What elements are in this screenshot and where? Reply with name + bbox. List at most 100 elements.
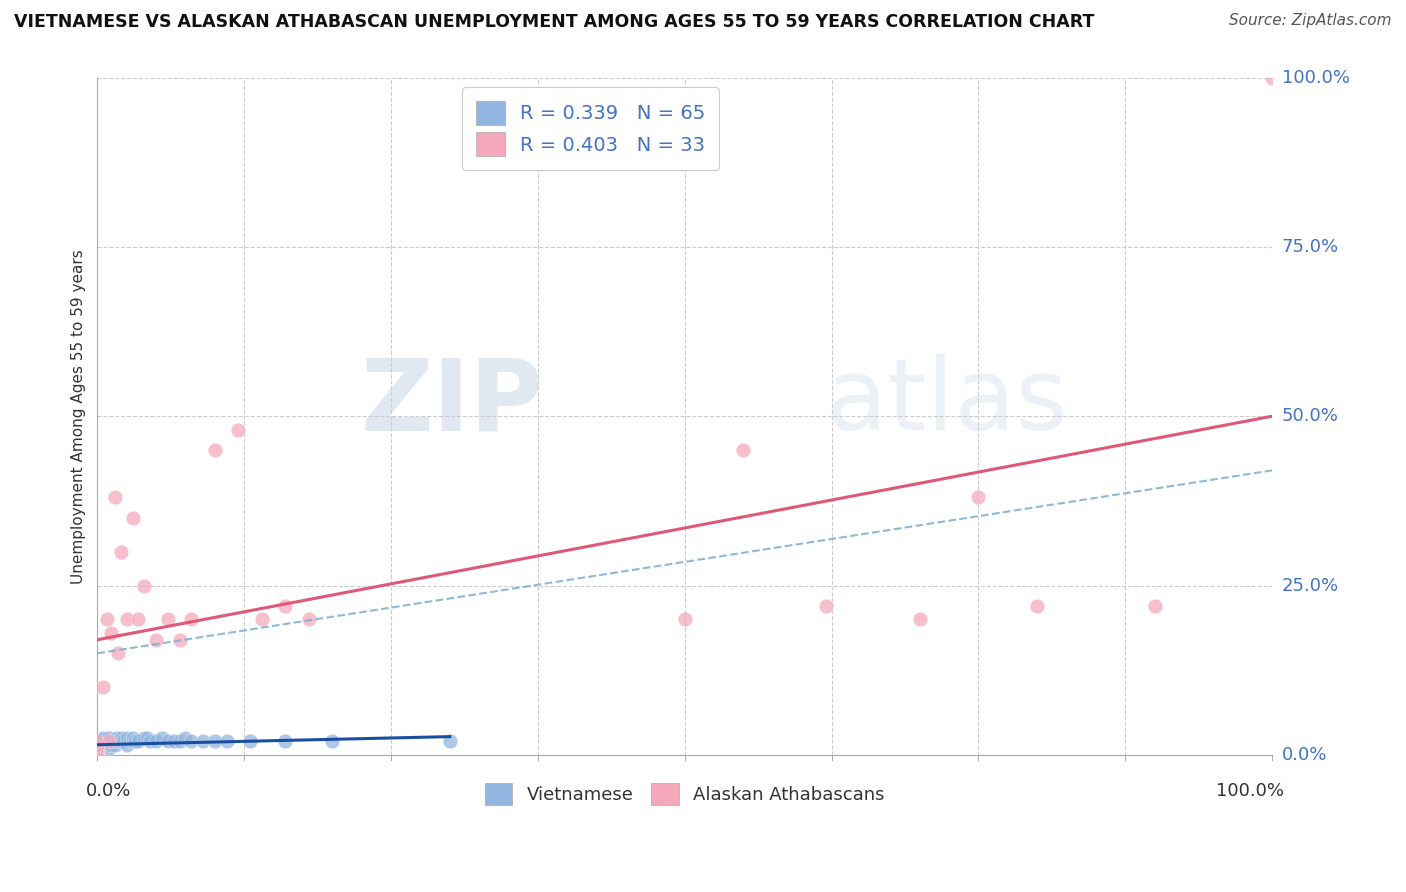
Point [98, 741, 121, 756]
Point [169, 632, 191, 647]
Point [156, 734, 179, 748]
Point [86, 734, 108, 748]
Point [110, 731, 132, 745]
Point [105, 731, 128, 745]
Point [86, 747, 108, 762]
Point [86, 736, 108, 750]
Point [86, 739, 108, 754]
Point [228, 423, 250, 437]
Point [134, 578, 156, 592]
Point [1026, 599, 1049, 613]
Point [121, 731, 143, 745]
Point [115, 731, 138, 745]
Point [86, 747, 108, 762]
Point [139, 734, 162, 748]
Point [98, 734, 121, 748]
Point [150, 731, 173, 745]
Point [86, 741, 108, 756]
Point [86, 742, 108, 756]
Point [100, 738, 122, 752]
Text: 50.0%: 50.0% [1281, 408, 1339, 425]
Point [86, 747, 108, 762]
Point [104, 734, 127, 748]
Point [86, 734, 108, 748]
Point [191, 734, 214, 748]
Point [86, 741, 108, 756]
Point [96, 612, 118, 626]
Point [134, 731, 156, 745]
Point [86, 736, 108, 750]
Point [86, 747, 108, 762]
Point [86, 741, 108, 756]
Point [86, 734, 108, 748]
Point [145, 734, 167, 748]
Point [204, 734, 226, 748]
Point [180, 734, 202, 748]
Point [121, 734, 143, 748]
Point [180, 612, 202, 626]
Point [127, 734, 149, 748]
Point [204, 443, 226, 458]
Text: Source: ZipAtlas.com: Source: ZipAtlas.com [1229, 13, 1392, 29]
Point [967, 491, 990, 505]
Point [86, 747, 108, 762]
Point [110, 544, 132, 558]
Point [86, 747, 108, 762]
Point [104, 491, 127, 505]
Text: 0.0%: 0.0% [86, 782, 131, 800]
Point [124, 734, 146, 748]
Point [1143, 599, 1166, 613]
Point [91, 733, 114, 747]
Point [86, 747, 108, 762]
Point [250, 612, 273, 626]
Point [215, 734, 238, 748]
Point [733, 443, 755, 458]
Text: 0.0%: 0.0% [1281, 746, 1327, 764]
Point [814, 599, 837, 613]
Point [135, 731, 157, 745]
Point [908, 612, 931, 626]
Point [86, 745, 108, 759]
Legend: Vietnamese, Alaskan Athabascans: Vietnamese, Alaskan Athabascans [477, 773, 893, 814]
Point [274, 734, 297, 748]
Point [321, 734, 343, 748]
Point [98, 731, 121, 745]
Point [96, 734, 118, 748]
Text: 100.0%: 100.0% [1281, 69, 1350, 87]
Point [86, 739, 108, 753]
Point [86, 747, 108, 762]
Point [110, 734, 132, 748]
Point [169, 734, 191, 748]
Text: VIETNAMESE VS ALASKAN ATHABASCAN UNEMPLOYMENT AMONG AGES 55 TO 59 YEARS CORRELAT: VIETNAMESE VS ALASKAN ATHABASCAN UNEMPLO… [14, 13, 1094, 31]
Point [112, 734, 135, 748]
Point [673, 612, 696, 626]
Point [1261, 70, 1284, 85]
Point [91, 731, 114, 745]
Point [91, 680, 114, 694]
Point [174, 731, 197, 745]
Point [239, 734, 262, 748]
Text: atlas: atlas [825, 354, 1067, 451]
Point [98, 734, 121, 748]
Point [86, 745, 108, 759]
Point [163, 734, 186, 748]
Point [86, 745, 108, 759]
Point [86, 743, 108, 757]
Point [127, 612, 149, 626]
Point [107, 734, 129, 748]
Text: 75.0%: 75.0% [1281, 238, 1339, 256]
Text: 25.0%: 25.0% [1281, 576, 1339, 595]
Point [274, 599, 297, 613]
Point [86, 738, 108, 752]
Text: ZIP: ZIP [361, 354, 544, 451]
Point [86, 747, 108, 762]
Point [156, 612, 179, 626]
Point [86, 747, 108, 762]
Point [121, 511, 143, 525]
Y-axis label: Unemployment Among Ages 55 to 59 years: Unemployment Among Ages 55 to 59 years [72, 249, 86, 583]
Point [86, 747, 108, 762]
Point [298, 612, 321, 626]
Point [145, 632, 167, 647]
Text: 100.0%: 100.0% [1216, 782, 1284, 800]
Point [115, 738, 138, 752]
